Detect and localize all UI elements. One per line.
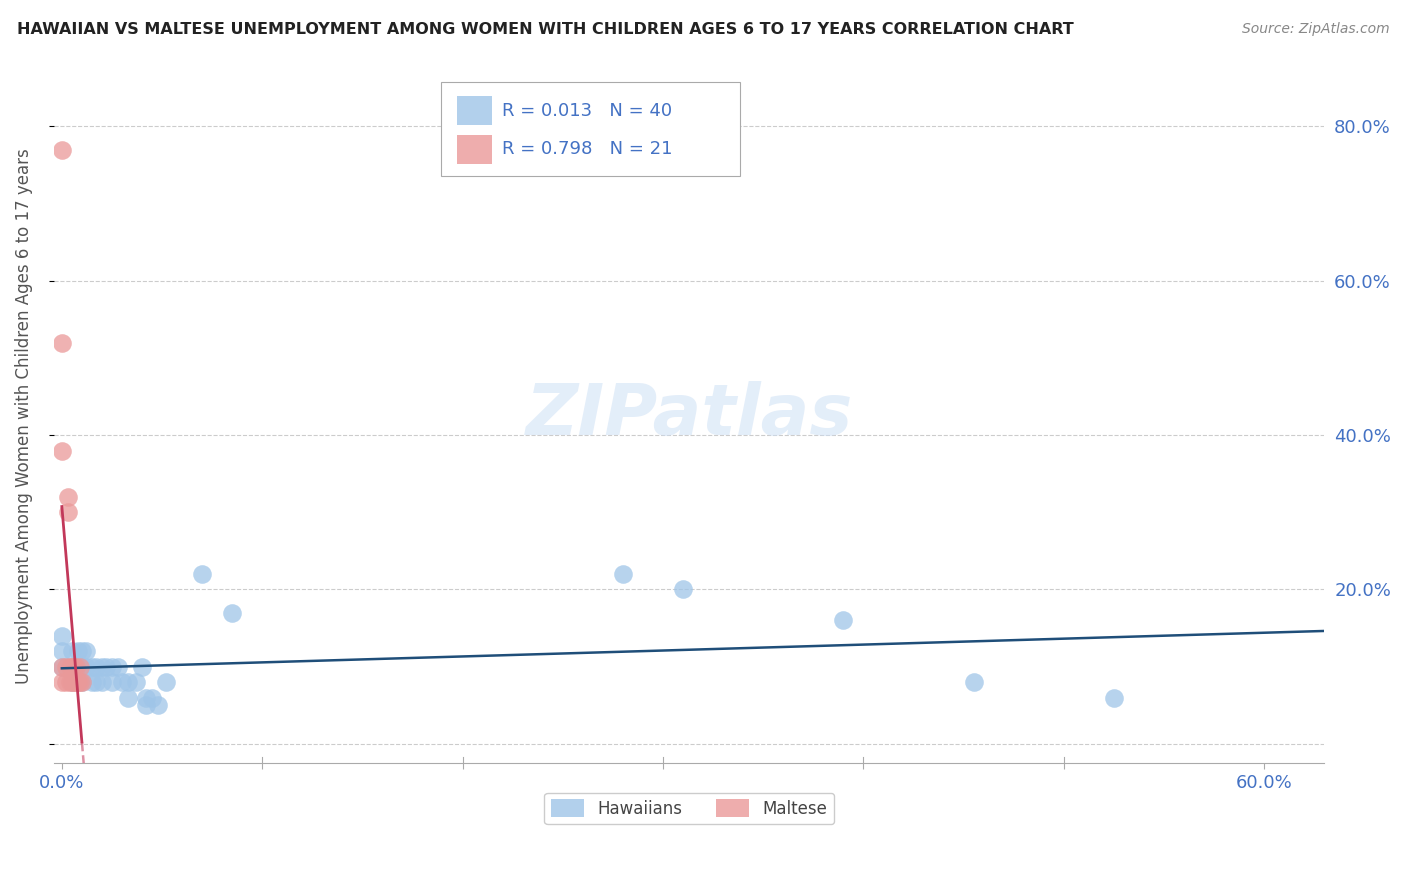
Point xyxy=(963,675,986,690)
Point xyxy=(135,690,157,705)
Point xyxy=(612,567,634,582)
Point xyxy=(60,659,83,673)
Point xyxy=(111,675,134,690)
Point xyxy=(117,690,139,705)
Point xyxy=(51,143,73,157)
Y-axis label: Unemployment Among Women with Children Ages 6 to 17 years: Unemployment Among Women with Children A… xyxy=(15,148,32,683)
Point xyxy=(672,582,695,597)
Point xyxy=(70,644,93,658)
Legend: Hawaiians, Maltese: Hawaiians, Maltese xyxy=(544,793,834,824)
Point xyxy=(69,659,91,673)
Point xyxy=(70,675,93,690)
Point xyxy=(1102,690,1125,705)
Point xyxy=(63,675,86,690)
Point xyxy=(51,443,73,458)
Text: R = 0.798   N = 21: R = 0.798 N = 21 xyxy=(502,140,673,158)
Point xyxy=(101,659,124,673)
Point xyxy=(55,675,77,690)
Text: R = 0.013   N = 40: R = 0.013 N = 40 xyxy=(502,102,672,120)
Point xyxy=(107,659,129,673)
Point xyxy=(60,675,83,690)
Point xyxy=(51,644,73,658)
Point xyxy=(60,659,83,673)
Point xyxy=(56,490,79,504)
Point xyxy=(80,659,103,673)
FancyBboxPatch shape xyxy=(441,82,740,177)
Point xyxy=(70,675,93,690)
Point xyxy=(65,659,87,673)
Point xyxy=(51,659,73,673)
Point xyxy=(60,675,83,690)
Point xyxy=(84,659,107,673)
Point xyxy=(191,567,214,582)
Point xyxy=(155,675,177,690)
Point xyxy=(63,659,86,673)
Point xyxy=(117,675,139,690)
Point xyxy=(65,675,87,690)
Point xyxy=(56,505,79,519)
Point xyxy=(146,698,169,713)
Point xyxy=(75,659,97,673)
Point xyxy=(141,690,163,705)
Point xyxy=(51,675,73,690)
Point xyxy=(59,659,82,673)
Point xyxy=(70,659,93,673)
Point xyxy=(59,675,82,690)
Point xyxy=(90,675,112,690)
Point xyxy=(51,335,73,350)
Point xyxy=(131,659,153,673)
Point xyxy=(66,675,89,690)
Point xyxy=(832,613,855,627)
Point xyxy=(101,675,124,690)
Point xyxy=(55,659,77,673)
Point xyxy=(66,644,89,658)
Point xyxy=(75,644,97,658)
Point xyxy=(84,675,107,690)
FancyBboxPatch shape xyxy=(457,96,492,126)
Point xyxy=(221,606,243,620)
Point xyxy=(135,698,157,713)
Point xyxy=(66,659,89,673)
Point xyxy=(80,675,103,690)
Point xyxy=(125,675,148,690)
Text: HAWAIIAN VS MALTESE UNEMPLOYMENT AMONG WOMEN WITH CHILDREN AGES 6 TO 17 YEARS CO: HAWAIIAN VS MALTESE UNEMPLOYMENT AMONG W… xyxy=(17,22,1074,37)
Point xyxy=(94,659,117,673)
Point xyxy=(69,675,91,690)
Point xyxy=(51,659,73,673)
Text: ZIPatlas: ZIPatlas xyxy=(526,381,853,450)
Point xyxy=(90,659,112,673)
Point xyxy=(60,644,83,658)
FancyBboxPatch shape xyxy=(457,135,492,163)
Text: Source: ZipAtlas.com: Source: ZipAtlas.com xyxy=(1241,22,1389,37)
Point xyxy=(51,629,73,643)
